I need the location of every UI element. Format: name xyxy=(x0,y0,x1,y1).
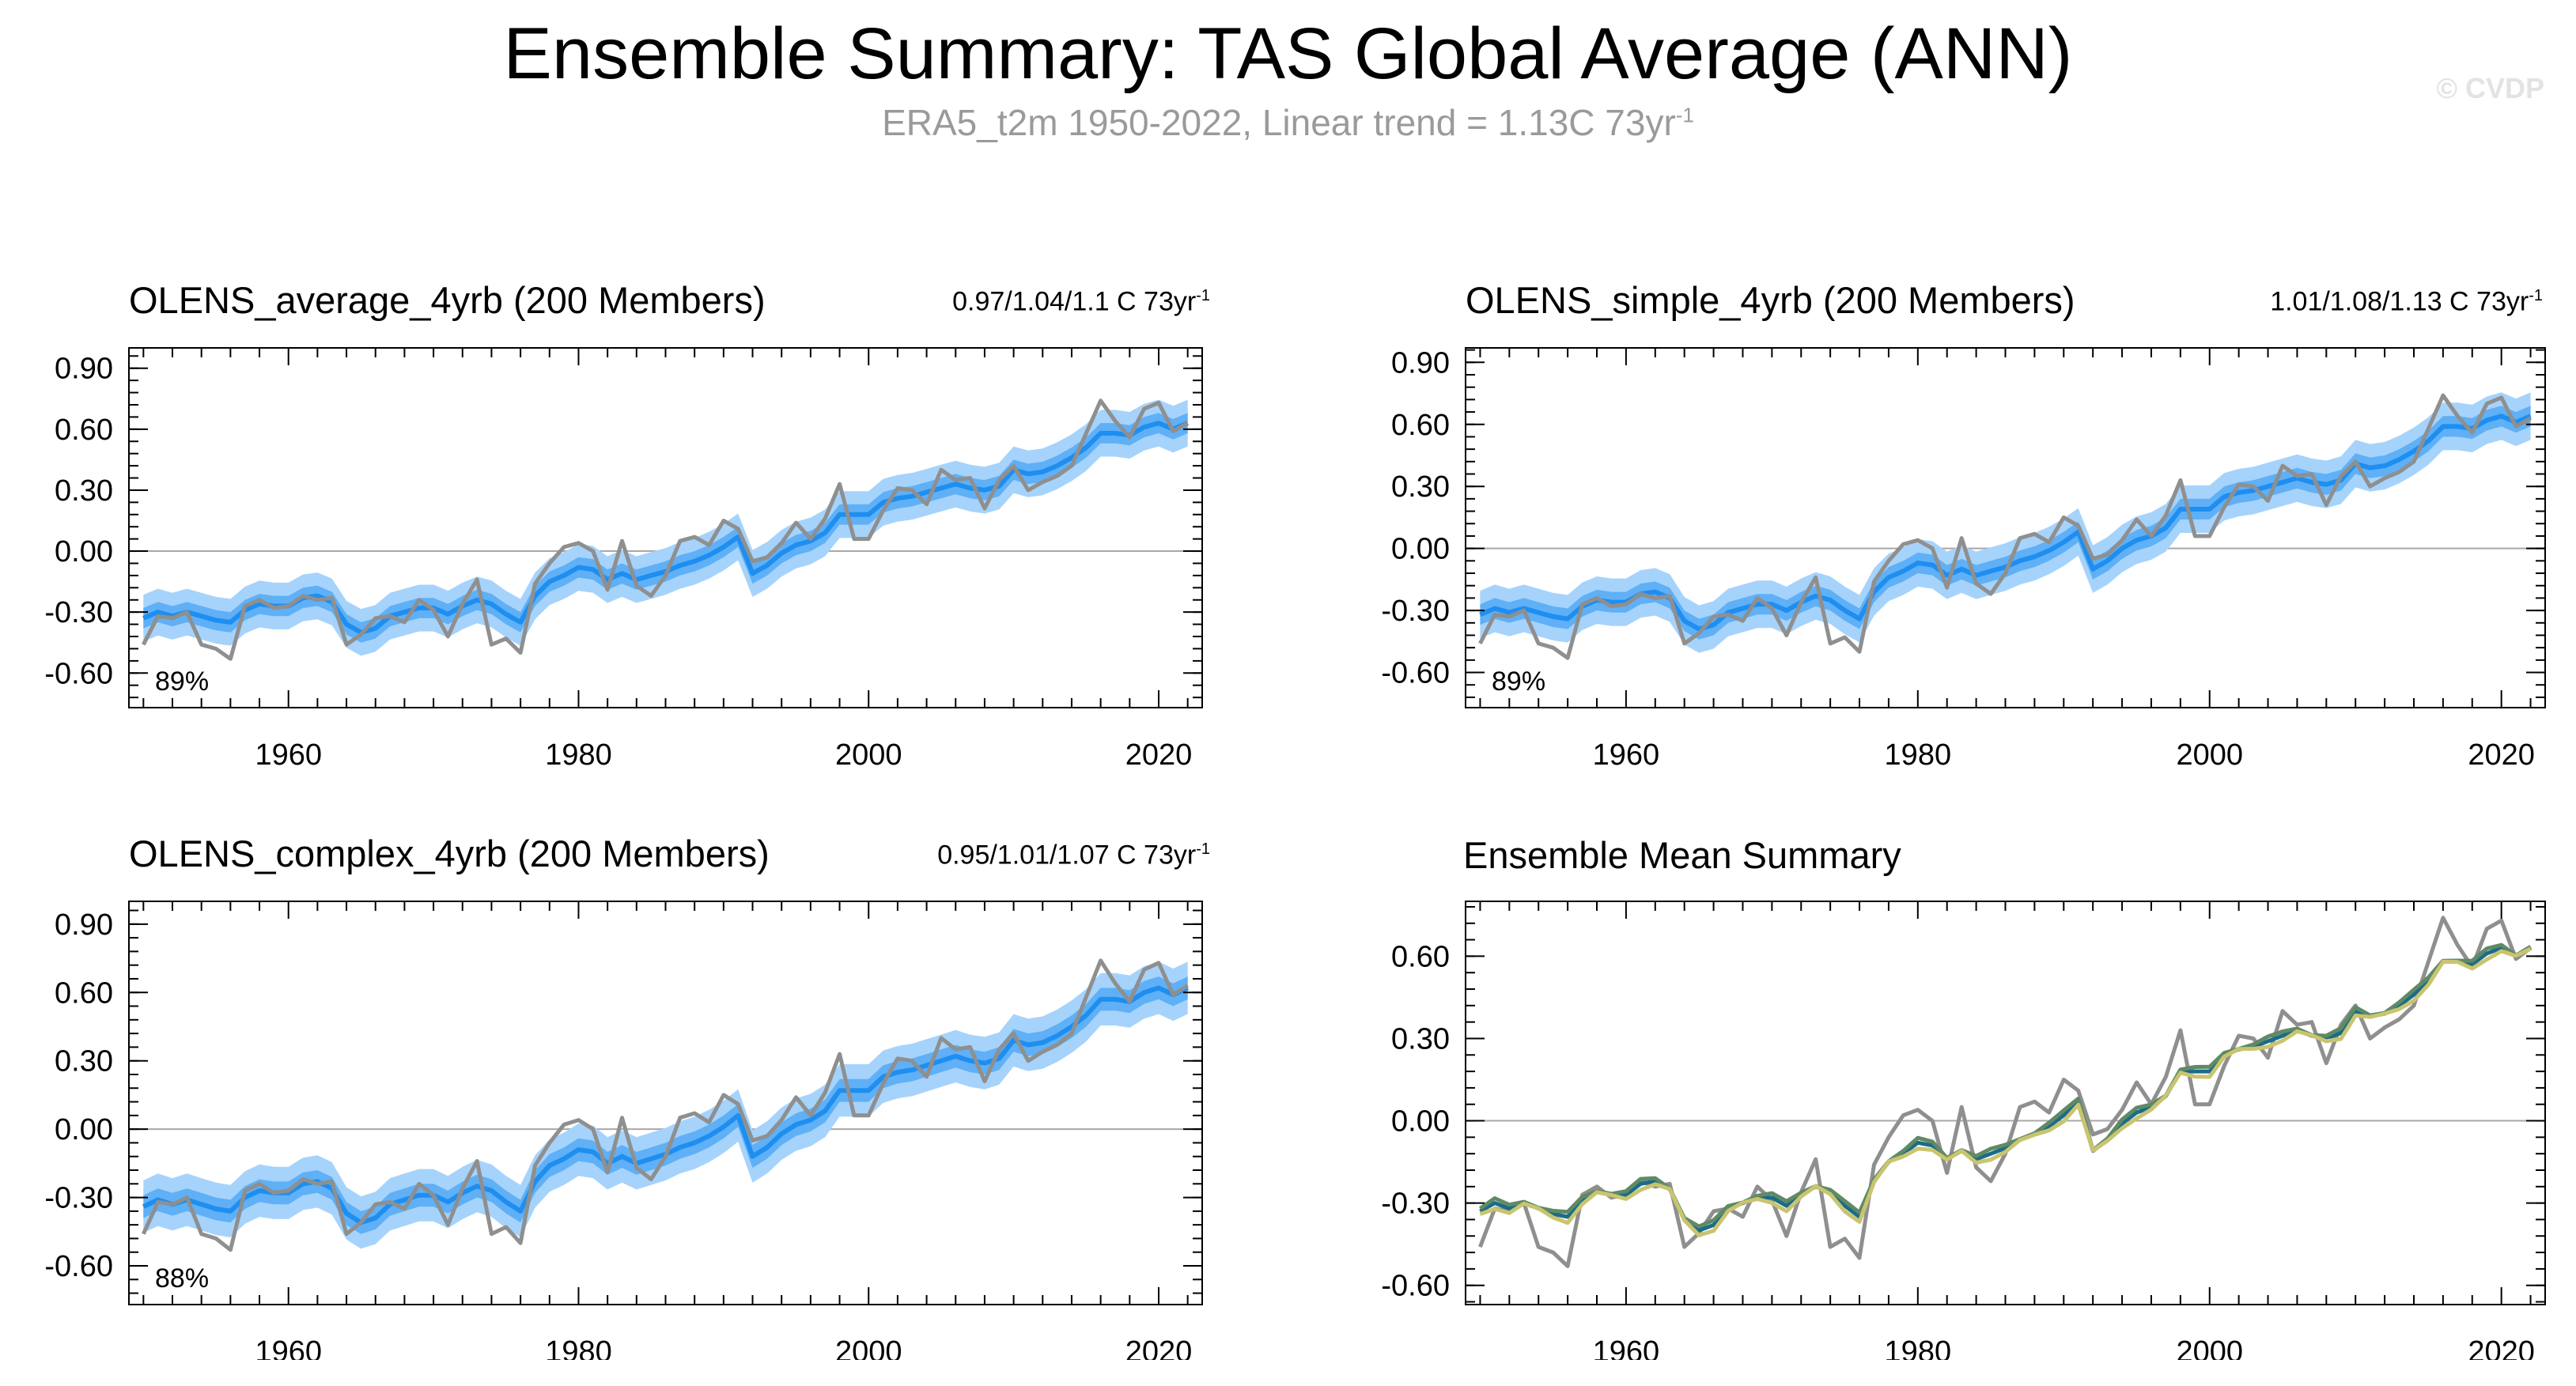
plot-frame xyxy=(1465,901,2546,1305)
x-tick-label: 1980 xyxy=(1885,738,1952,772)
panel-complex-trend: 0.95/1.01/1.07 C 73yr-1 xyxy=(937,841,1210,868)
percent-label: 89% xyxy=(155,667,209,697)
x-tick-label: 1960 xyxy=(255,1335,322,1360)
percent-label: 89% xyxy=(1492,667,1545,697)
summary-average-line xyxy=(1479,946,2532,1233)
ensemble-outer-band xyxy=(1480,392,2531,653)
y-tick-label: 0.00 xyxy=(55,535,113,568)
y-tick-label: -0.30 xyxy=(1381,1188,1450,1221)
y-tick-label: 0.90 xyxy=(1391,346,1450,380)
y-tick-label: 0.30 xyxy=(1391,1022,1450,1056)
y-tick-label: 0.30 xyxy=(55,474,113,508)
ensemble-inner-band xyxy=(143,976,1188,1234)
x-tick-label: 1980 xyxy=(545,1335,612,1360)
ensemble-inner-band xyxy=(143,413,1188,643)
x-tick-label: 2020 xyxy=(1125,738,1193,772)
y-tick-label: -0.30 xyxy=(1381,595,1450,628)
summary-simple-line xyxy=(1478,942,2532,1229)
panel-ensemble-mean-title: Ensemble Mean Summary xyxy=(1463,834,1901,876)
y-tick-label: 0.90 xyxy=(55,908,113,942)
ensemble-outer-band xyxy=(143,961,1188,1249)
panel-simple-trend: 1.01/1.08/1.13 C 73yr-1 xyxy=(2270,288,2543,315)
x-tick-label: 1960 xyxy=(255,738,322,772)
panel-ensemble-mean-plot: -0.60 -0.30 0.00 0.30 0.60 1960 1980 2000 2020 xyxy=(1381,901,2546,1360)
x-tick-label: 1980 xyxy=(1885,1335,1952,1360)
summary-observations-line xyxy=(1478,916,2532,1268)
panel-simple-plot: 89% -0.60 -0.30 0.00 0.30 0.60 0.90 1960 1980 200… xyxy=(1381,346,2546,772)
panel-complex-trend-sup: -1 xyxy=(1196,840,1210,858)
ensemble-outer-band xyxy=(143,399,1188,656)
y-tick-label: -0.60 xyxy=(44,657,113,690)
x-tick-label: 2020 xyxy=(1125,1335,1193,1360)
x-tick-label: 2020 xyxy=(2468,1335,2535,1360)
panel-simple-trend-text: 1.01/1.08/1.13 C 73yr xyxy=(2270,286,2529,317)
panel-complex-plot: 88% -0.60 -0.30 0.00 0.30 0.60 0.90 1960 1980 200… xyxy=(44,901,1203,1360)
y-tick-label: 0.00 xyxy=(55,1113,113,1146)
percent-label: 88% xyxy=(155,1263,209,1293)
panel-simple-title: OLENS_simple_4yrb (200 Members) xyxy=(1466,279,2075,321)
observations-line xyxy=(142,958,1190,1252)
y-tick-label: -0.60 xyxy=(44,1250,113,1283)
panel-average-trend-sup: -1 xyxy=(1196,287,1210,304)
panel-complex-trend-text: 0.95/1.01/1.07 C 73yr xyxy=(937,840,1197,870)
x-tick-label: 2000 xyxy=(2176,1335,2243,1360)
panel-average-trend-text: 0.97/1.04/1.1 C 73yr xyxy=(952,286,1197,317)
y-tick-label: -0.60 xyxy=(1381,657,1450,690)
observations-line xyxy=(142,398,1189,661)
x-tick-label: 1960 xyxy=(1593,738,1660,772)
panel-average-plot: 89% -0.60 -0.30 0.00 0.30 0.60 0.90 1960 1980 200… xyxy=(44,347,1203,772)
main-title: Ensemble Summary: TAS Global Average (AN… xyxy=(503,13,2073,94)
x-tick-label: 2000 xyxy=(835,738,902,772)
y-tick-label: 0.60 xyxy=(1391,940,1450,973)
plot-frame xyxy=(128,347,1203,708)
main-subtitle-superscript: -1 xyxy=(1675,103,1694,127)
y-tick-label: 0.60 xyxy=(55,414,113,447)
y-tick-label: 0.90 xyxy=(55,353,113,386)
cvdp-watermark: © CVDP xyxy=(2436,72,2544,104)
ensemble-inner-band xyxy=(1480,406,2531,640)
observations-line xyxy=(1478,393,2532,660)
plot-frame xyxy=(1465,347,2546,708)
y-tick-label: -0.30 xyxy=(44,596,113,629)
panel-complex-title: OLENS_complex_4yrb (200 Members) xyxy=(129,833,770,874)
x-tick-label: 1980 xyxy=(545,738,612,772)
y-tick-label: -0.60 xyxy=(1381,1270,1450,1303)
summary-complex-line xyxy=(1479,946,2532,1237)
y-tick-label: 0.30 xyxy=(55,1045,113,1078)
main-subtitle-text: ERA5_t2m 1950-2022, Linear trend = 1.13C… xyxy=(882,102,1676,143)
y-tick-label: 0.00 xyxy=(1391,533,1450,566)
y-tick-label: 0.60 xyxy=(1391,409,1450,442)
y-tick-label: 0.60 xyxy=(55,976,113,1010)
panel-simple-trend-sup: -1 xyxy=(2529,287,2543,304)
x-tick-label: 1960 xyxy=(1593,1335,1660,1360)
x-tick-label: 2000 xyxy=(835,1335,902,1360)
y-tick-label: 0.30 xyxy=(1391,470,1450,504)
main-subtitle: ERA5_t2m 1950-2022, Linear trend = 1.13C… xyxy=(0,104,2576,141)
y-tick-label: 0.00 xyxy=(1391,1105,1450,1139)
panel-average-title: OLENS_average_4yrb (200 Members) xyxy=(129,279,766,321)
panel-average-trend: 0.97/1.04/1.1 C 73yr-1 xyxy=(952,288,1210,315)
x-tick-label: 2000 xyxy=(2176,738,2243,772)
x-tick-label: 2020 xyxy=(2468,738,2535,772)
plot-frame xyxy=(128,901,1203,1305)
y-tick-label: -0.30 xyxy=(44,1182,113,1215)
